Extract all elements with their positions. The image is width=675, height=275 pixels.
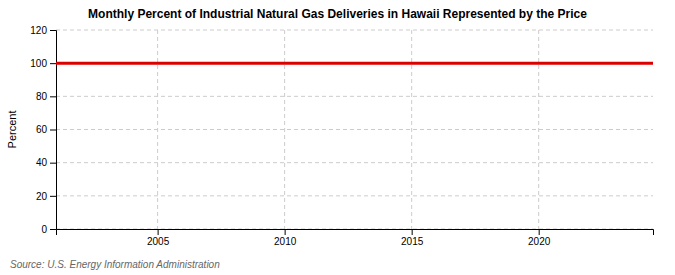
y-grid-line: [56, 63, 653, 64]
plot-area: 2005 2010 2015 2020 0 20 40 60 80 100 120: [30, 25, 653, 247]
x-axis-tick-label: 2020: [528, 236, 551, 247]
marks: [56, 63, 653, 64]
y-axis-tick-mark: [50, 196, 56, 197]
y-axis-tick: 100: [30, 58, 56, 69]
y-axis-tick: 40: [36, 157, 56, 168]
y-axis-tick-label: 100: [30, 58, 47, 69]
y-axis-domain: [50, 31, 57, 230]
y-axis-tick: 120: [30, 25, 56, 36]
y-grid-line: [56, 195, 653, 196]
y-axis-tick: 20: [36, 191, 56, 202]
y-axis-tick-label: 80: [36, 91, 48, 102]
y-axis-tick-label: 40: [36, 157, 48, 168]
x-axis-tick-label: 2010: [274, 236, 297, 247]
x-axis-tick: 2010: [274, 229, 297, 247]
grid: [56, 30, 653, 229]
y-axis-tick-mark: [50, 163, 56, 164]
y-axis-tick-mark: [50, 63, 56, 64]
y-axis-tick-label: 120: [30, 25, 47, 36]
y-grid-line: [56, 162, 653, 163]
x-axis-domain: [57, 230, 654, 236]
y-axis-tick-mark: [50, 229, 56, 230]
line: [56, 62, 653, 65]
source: Source: U.S. Energy Information Administ…: [10, 259, 220, 270]
x-axis-tick: 2005: [147, 229, 170, 247]
y-axis-tick: 80: [36, 91, 56, 102]
y-axis: 0 20 40 60 80 100 120: [30, 25, 56, 235]
y-grid-line: [56, 129, 653, 130]
y-grid-line: [56, 96, 653, 97]
x-axis-tick: 2015: [401, 229, 424, 247]
y-axis-tick-label: 20: [36, 191, 48, 202]
x-axis-tick-label: 2005: [147, 236, 170, 247]
x-axis-tick-mark: [412, 229, 413, 235]
y-axis-tick-label: 0: [41, 224, 47, 235]
title: Monthly Percent of Industrial Natural Ga…: [88, 7, 587, 21]
y-grid-line: [56, 30, 653, 31]
y-axis-tick-mark: [50, 130, 56, 131]
y-axis-title: Percent: [6, 111, 18, 149]
x-axis-tick-label: 2015: [401, 236, 424, 247]
y-axis-tick: 0: [41, 224, 56, 235]
x-axis-tick-mark: [539, 229, 540, 235]
y-axis-tick: 60: [36, 124, 56, 135]
x-grid-line: [157, 30, 158, 229]
y-axis-tick-mark: [50, 96, 56, 97]
x-grid-line: [284, 30, 285, 229]
x-grid-line: [538, 30, 539, 229]
x-grid-line: [411, 30, 412, 229]
x-axis: 2005 2010 2015 2020: [57, 229, 654, 247]
y-axis-tick-mark: [50, 30, 56, 31]
x-axis-tick-mark: [158, 229, 159, 235]
x-axis-tick-mark: [285, 229, 286, 235]
y-axis-tick-label: 60: [36, 124, 48, 135]
x-axis-tick: 2020: [528, 229, 551, 247]
chart: 2005 2010 2015 2020 0 20 40 60 80 100 120 Monthly P…: [0, 0, 675, 275]
